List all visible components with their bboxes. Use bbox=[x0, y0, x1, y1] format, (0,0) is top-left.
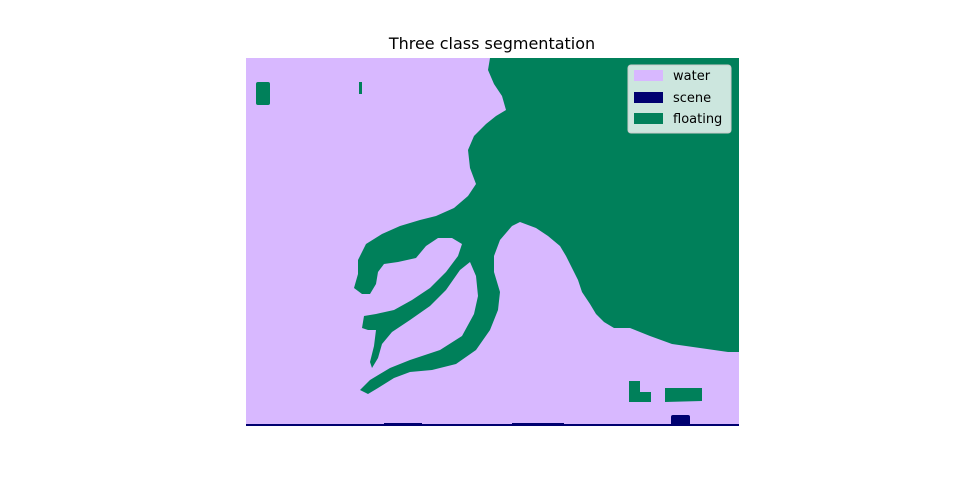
legend-label-water: water bbox=[673, 69, 711, 84]
floating-region-blob-topleft bbox=[256, 82, 270, 105]
floating-region-blob-bottomright-1 bbox=[629, 381, 651, 402]
scene-region-bottom-block bbox=[671, 415, 690, 426]
chart-title: Three class segmentation bbox=[388, 34, 595, 53]
legend-swatch-scene bbox=[634, 92, 663, 103]
scene-region-edge-speck-2 bbox=[512, 423, 564, 425]
legend-swatch-floating bbox=[634, 113, 663, 124]
floating-region-blob-bottomright-2 bbox=[665, 388, 702, 402]
scene-region-bottom-strip bbox=[246, 424, 739, 426]
legend: water scene floating bbox=[627, 64, 732, 134]
legend-label-scene: scene bbox=[673, 91, 711, 106]
legend-swatch-water bbox=[634, 70, 663, 81]
scene-region-edge-speck-1 bbox=[384, 423, 422, 425]
floating-region-blob-top bbox=[359, 82, 362, 94]
water-channel-small bbox=[518, 224, 528, 236]
legend-label-floating: floating bbox=[673, 112, 722, 127]
floating-region-main bbox=[354, 58, 739, 394]
